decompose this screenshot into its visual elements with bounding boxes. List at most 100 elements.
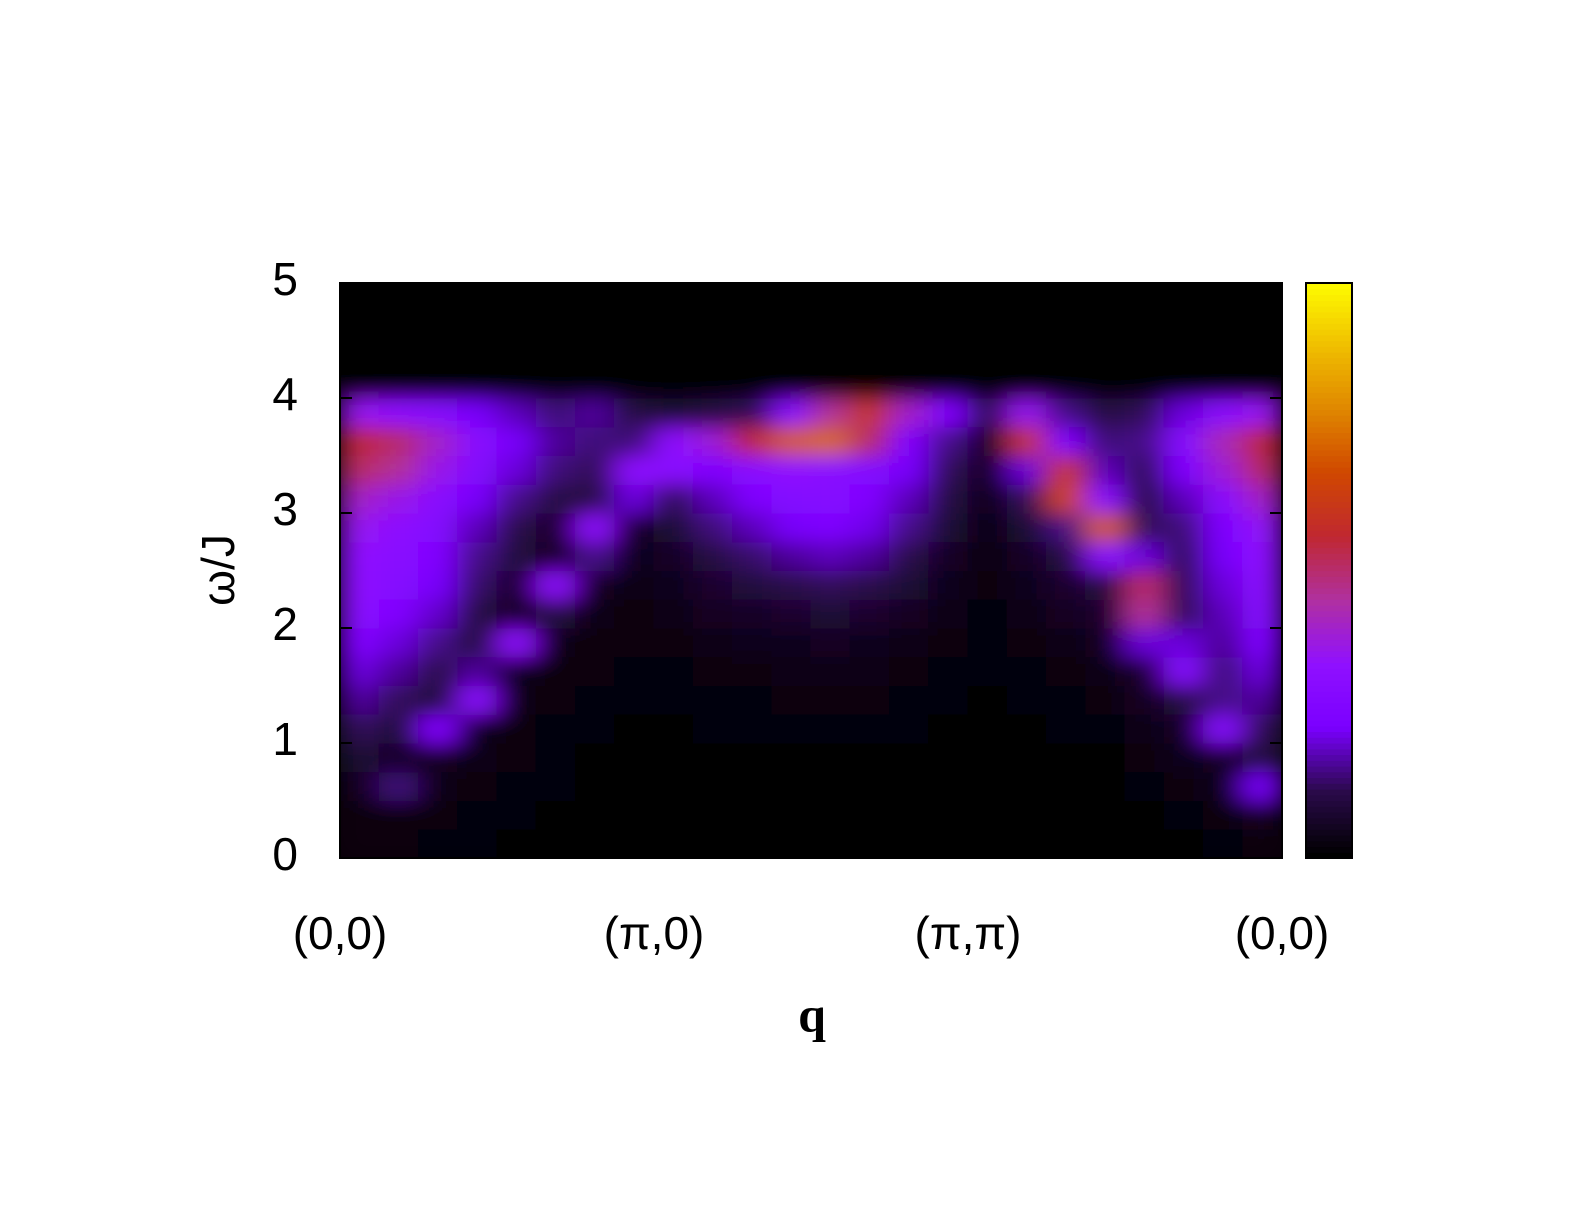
heatmap-cell: [1046, 771, 1087, 801]
colorbar-band: [1306, 743, 1352, 750]
heatmap-cell: [457, 397, 498, 428]
heatmap-cell: [1242, 627, 1282, 658]
colorbar-band: [1306, 524, 1352, 531]
heatmap-cell: [378, 483, 419, 514]
colorbar-band: [1306, 352, 1352, 359]
heatmap-cell: [810, 426, 851, 456]
colorbar-band: [1306, 766, 1352, 773]
colorbar-band: [1306, 478, 1352, 485]
heatmap-cell: [771, 800, 812, 830]
colorbar-band: [1306, 380, 1352, 388]
heatmap-cell: [614, 685, 655, 715]
heatmap-cell: [378, 512, 419, 543]
colorbar-band: [1306, 570, 1352, 577]
heatmap-cell: [418, 627, 459, 658]
heatmap-cell: [967, 685, 1008, 715]
heatmap-cell: [732, 368, 773, 399]
colorbar-band: [1306, 530, 1352, 537]
colorbar-band: [1306, 559, 1352, 566]
heatmap-cell: [1124, 426, 1165, 456]
heatmap-cell: [889, 771, 930, 801]
heatmap-cell: [1085, 483, 1126, 514]
colorbar-band: [1306, 679, 1352, 687]
heatmap-cell: [614, 426, 655, 456]
colorbar-band: [1306, 737, 1352, 744]
heatmap-cell: [889, 828, 930, 858]
heatmap-cell: [967, 570, 1008, 600]
heatmap-cell: [1085, 368, 1126, 399]
heatmap-cell: [692, 627, 733, 658]
heatmap-cell: [653, 283, 694, 313]
heatmap-cell: [496, 512, 537, 543]
colorbar-band: [1306, 398, 1352, 405]
heatmap-cell: [496, 742, 537, 773]
heatmap-cell: [457, 713, 498, 744]
heatmap-cell: [614, 742, 655, 773]
heatmap-cell: [1046, 368, 1087, 399]
heatmap-cell: [1006, 455, 1047, 485]
colorbar-band: [1306, 340, 1352, 347]
heatmap-cell: [849, 483, 890, 514]
heatmap-cell: [1046, 340, 1087, 370]
heatmap-cell: [614, 340, 655, 370]
heatmap-cell: [653, 455, 694, 485]
heatmap-cell: [810, 800, 851, 830]
heatmap-cell: [378, 627, 419, 658]
heatmap-cell: [849, 627, 890, 658]
heatmap-cell: [653, 598, 694, 629]
heatmap-cell: [535, 713, 576, 744]
heatmap-cell: [810, 512, 851, 543]
heatmap-cell: [340, 627, 380, 658]
heatmap-cell: [928, 713, 969, 744]
heatmap-cell: [457, 742, 498, 773]
colorbar-band: [1306, 415, 1352, 422]
colorbar-band: [1306, 513, 1352, 520]
heatmap-cell: [967, 656, 1008, 686]
heatmap-cell: [418, 713, 459, 744]
colorbar-band: [1306, 610, 1352, 618]
heatmap-cell: [889, 340, 930, 370]
colorbar-band: [1306, 800, 1352, 807]
heatmap-cell: [614, 800, 655, 830]
heatmap-cell: [418, 426, 459, 456]
heatmap-cell: [653, 570, 694, 600]
heatmap-cell: [418, 368, 459, 399]
heatmap-cell: [1046, 598, 1087, 629]
heatmap-cell: [1046, 512, 1087, 543]
heatmap-cell: [967, 627, 1008, 658]
heatmap-cell: [810, 483, 851, 514]
colorbar-band: [1306, 760, 1352, 767]
colorbar-band: [1306, 403, 1352, 411]
heatmap-cell: [732, 771, 773, 801]
heatmap-cell: [1046, 426, 1087, 456]
heatmap-cell: [1046, 685, 1087, 715]
heatmap-cell: [1163, 283, 1204, 313]
heatmap-cell: [340, 397, 380, 428]
colorbar-band: [1306, 754, 1352, 761]
heatmap-cell: [1203, 828, 1244, 858]
y-axis-label: ω/J: [192, 534, 244, 606]
heatmap-cell: [928, 483, 969, 514]
heatmap-cell: [771, 426, 812, 456]
heatmap-cell: [928, 283, 969, 313]
heatmap-cell: [849, 570, 890, 600]
colorbar-band: [1306, 294, 1352, 301]
heatmap-cell: [457, 685, 498, 715]
heatmap-cell: [810, 713, 851, 744]
heatmap-cell: [378, 340, 419, 370]
colorbar-band: [1306, 605, 1352, 612]
heatmap-cell: [653, 656, 694, 686]
heatmap-cell: [418, 685, 459, 715]
heatmap-cell: [732, 426, 773, 456]
heatmap-cell: [653, 771, 694, 801]
heatmap-cell: [418, 455, 459, 485]
heatmap-cell: [1242, 397, 1282, 428]
heatmap-cell: [418, 340, 459, 370]
heatmap-cell: [1163, 541, 1204, 571]
heatmap-cell: [653, 368, 694, 399]
heatmap-cell: [340, 368, 380, 399]
heatmap-cell: [849, 455, 890, 485]
heatmap-cell: [457, 311, 498, 341]
heatmap-cell: [535, 570, 576, 600]
colorbar-band: [1306, 438, 1352, 445]
